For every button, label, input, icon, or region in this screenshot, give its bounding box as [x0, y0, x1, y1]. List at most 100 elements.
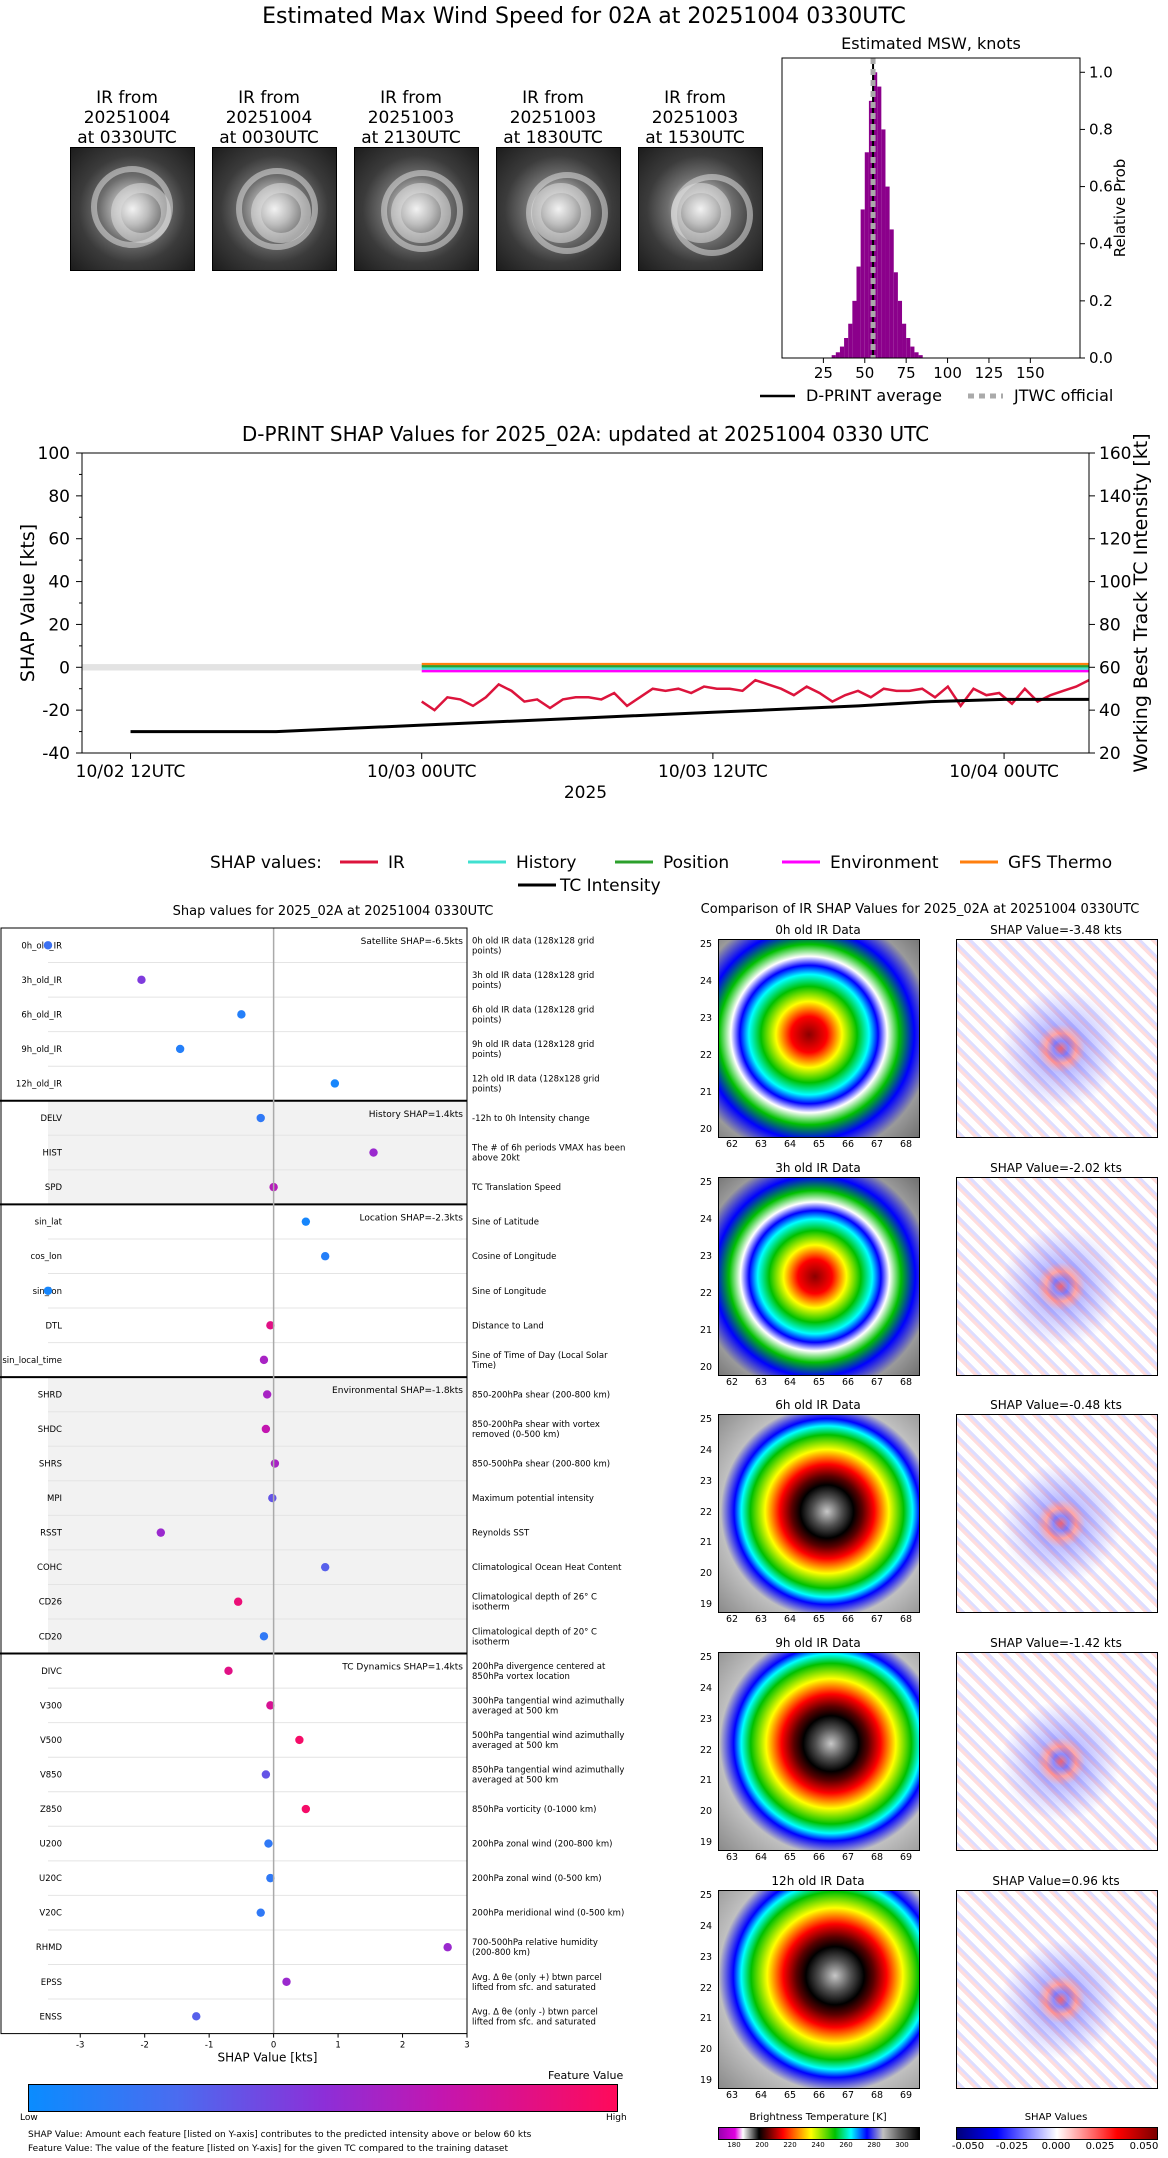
feature-point	[224, 1666, 233, 1676]
thumbnail-swirl	[381, 170, 463, 252]
ir-ytick-label: 19	[700, 1837, 713, 1848]
feature-desc: Time)	[471, 1361, 496, 1371]
histogram-bar	[902, 323, 907, 358]
scatter-xtick-label: 2	[400, 2041, 405, 2051]
feature-point	[320, 1252, 330, 1261]
feature-desc: averaged at 500 km	[472, 1775, 558, 1785]
ir-xtick-label: 68	[899, 1139, 913, 1150]
brightness-tick-label: 180	[727, 2141, 741, 2149]
feature-name: V20C	[39, 1909, 62, 1919]
ir-ytick-label: 20	[700, 2044, 713, 2056]
feature-point	[175, 1044, 185, 1054]
histogram-bar	[914, 352, 919, 358]
histogram-bar	[860, 209, 865, 358]
feature-desc: 300hPa tangential wind azimuthally	[472, 1696, 624, 1706]
brightness-tick-label: 240	[811, 2141, 825, 2149]
thumbnail-swirl	[671, 183, 731, 243]
shap-panel-title: SHAP Value=0.96 kts	[992, 1874, 1120, 1888]
feature-name: SHDC	[38, 1425, 62, 1435]
thumbnail-swirl	[531, 183, 591, 243]
timeseries-xtick-label: 10/04 00UTC	[949, 762, 1059, 782]
feature-name: RHMD	[36, 1943, 63, 1953]
feature-desc: isotherm	[472, 1637, 510, 1647]
feature-desc: points)	[472, 981, 501, 991]
ir-ytick-label: 22	[700, 1050, 713, 1061]
shap-colorbar-tick-label: 0.050	[1129, 2141, 1159, 2152]
group-label: TC Dynamics SHAP=1.4kts	[341, 1663, 463, 1673]
legend-gfs-label: GFS Thermo	[1008, 853, 1112, 873]
ir-ytick-label: 20	[700, 1568, 713, 1580]
shap-colorbar-label: SHAP Values	[1024, 2112, 1088, 2123]
feature-desc: points)	[472, 1084, 501, 1094]
feature-name: ENSS	[39, 2012, 62, 2022]
feature-desc: The # of 6h periods VMAX has been	[471, 1144, 625, 1154]
thumbnail-caption-line: 20251003	[509, 108, 597, 128]
feature-desc: removed (0-500 km)	[472, 1430, 560, 1440]
scatter-xtick-label: -3	[76, 2041, 84, 2051]
timeseries-y2tick-label: 20	[1099, 744, 1121, 764]
ir-ytick-label: 21	[700, 1325, 713, 1336]
feature-desc: 12h old IR data (128x128 grid	[472, 1074, 600, 1084]
histogram-xtick-label: 125	[975, 364, 1004, 382]
feature-name: RSST	[40, 1529, 63, 1539]
timeseries-ytick-label: 80	[48, 487, 70, 507]
feature-name: EPSS	[41, 1978, 62, 1988]
ir-ytick-label: 23	[700, 1013, 713, 1024]
ir-xtick-label: 67	[870, 1139, 884, 1150]
ir-ytick-label: 22	[700, 1506, 713, 1518]
histogram-bar	[844, 338, 849, 358]
feature-desc: -12h to 0h Intensity change	[472, 1114, 590, 1124]
histogram-bar	[893, 272, 898, 358]
feature-name: 9h_old_IR	[21, 1045, 62, 1055]
feature-point	[266, 1321, 275, 1330]
feature-desc: points)	[472, 1015, 501, 1025]
feature-desc: isotherm	[472, 1603, 510, 1613]
feature-desc: points)	[472, 946, 501, 956]
ir-xtick-label: 67	[841, 2090, 855, 2101]
ir-heatmap	[718, 1414, 920, 1613]
feature-desc: Avg. Δ θe (only -) btwn parcel	[472, 2007, 598, 2017]
histogram-bar	[881, 129, 886, 358]
brightness-colorbar	[718, 2127, 920, 2140]
ir-thumbnail	[212, 147, 337, 271]
histogram-ylabel: Relative Prob	[1111, 159, 1129, 258]
thumbnail-caption-line: 20251004	[225, 108, 313, 128]
ir-xtick-label: 64	[754, 2090, 768, 2101]
ir-xtick-label: 62	[725, 1139, 739, 1150]
histogram-xtick-label: 25	[814, 364, 833, 382]
ir-xtick-label: 68	[870, 1852, 884, 1863]
ir-ytick-label: 22	[700, 1744, 713, 1756]
feature-desc: Sine of Longitude	[472, 1287, 546, 1297]
footnote-feature: Feature Value: The value of the feature …	[28, 2144, 509, 2154]
feature-desc: 850hPa tangential wind azimuthally	[472, 1765, 624, 1775]
msw-histogram: Estimated MSW, knots 25 50 75 100 125 150 0.0 0.…	[760, 34, 1129, 405]
timeseries-y2tick-label: 160	[1099, 444, 1131, 464]
ir-comparison-title: Comparison of IR SHAP Values for 2025_02…	[700, 902, 1140, 917]
thumbnail-swirl	[391, 183, 451, 243]
footnote-shap: SHAP Value: Amount each feature [listed …	[28, 2130, 532, 2140]
ir-shap-line	[421, 678, 1090, 712]
feature-desc: 500hPa tangential wind azimuthally	[472, 1731, 624, 1741]
histogram-bar	[918, 355, 923, 358]
ir-ytick-label: 21	[700, 2013, 713, 2025]
ir-ytick-label: 24	[700, 1920, 713, 1932]
feature-desc: 0h old IR data (128x128 grid	[472, 936, 594, 946]
feature-point	[262, 1390, 272, 1399]
ir-ytick-label: 23	[700, 1251, 713, 1262]
ir-xtick-label: 63	[754, 1377, 768, 1388]
feature-point	[443, 1943, 452, 1952]
histogram-bar	[885, 186, 890, 358]
histogram-bar	[910, 346, 915, 358]
shap-panel-title: SHAP Value=-2.02 kts	[990, 1161, 1122, 1175]
histogram-xtick-label: 50	[855, 364, 874, 382]
scatter-title: Shap values for 2025_02A at 20251004 033…	[173, 904, 494, 919]
shap-heatmap	[956, 1414, 1158, 1613]
ir-xtick-label: 68	[870, 2090, 884, 2101]
feature-point	[43, 941, 53, 950]
ir-xtick-label: 62	[725, 1614, 739, 1625]
thumbnail-caption-line: at 1530UTC	[645, 128, 745, 148]
timeseries-title: D-PRINT SHAP Values for 2025_02A: update…	[242, 422, 929, 446]
feature-point	[301, 1217, 311, 1226]
ir-ytick-label: 20	[700, 1124, 713, 1135]
ir-ytick-label: 20	[700, 1362, 713, 1373]
